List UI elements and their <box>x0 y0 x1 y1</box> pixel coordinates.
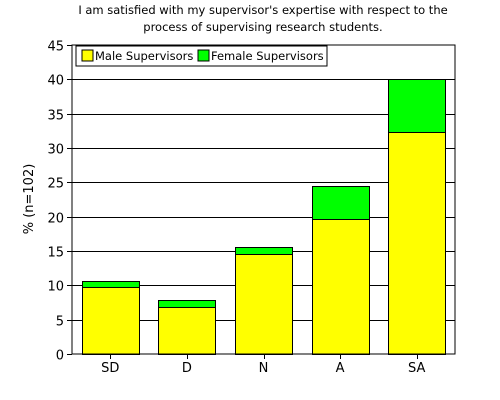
plot-area-frame <box>71 44 456 355</box>
y-axis-label: % (n=102) <box>22 164 37 235</box>
y-tick-label: 15 <box>47 246 64 261</box>
legend-label-male: Male Supervisors <box>95 49 193 63</box>
bar-sa-male <box>388 132 446 355</box>
legend-swatch-female <box>197 49 210 62</box>
bar-sd-male <box>82 287 140 355</box>
bar-d-male <box>158 307 216 355</box>
y-tick-label: 30 <box>47 143 64 158</box>
x-tick-label: SA <box>408 361 425 376</box>
y-tick-label: 25 <box>47 177 64 192</box>
x-axis: SD D N A SA <box>101 354 425 376</box>
bar-sa-female <box>388 79 446 133</box>
bar-n-male <box>235 254 293 355</box>
legend-label-female: Female Supervisors <box>211 49 324 63</box>
bar-a-female <box>312 186 370 220</box>
bar-a-male <box>312 219 370 355</box>
y-tick-label: 0 <box>56 349 64 364</box>
y-tick-label: 45 <box>47 40 64 55</box>
legend: Male Supervisors Female Supervisors <box>75 45 328 67</box>
y-tick-label: 5 <box>56 315 64 330</box>
chart-title-line-1: I am satisfied with my supervisor's expe… <box>78 3 447 17</box>
y-tick-label: 20 <box>47 212 64 227</box>
legend-swatch-male <box>81 49 94 62</box>
y-tick-label: 10 <box>47 280 64 295</box>
y-axis: 0 5 10 15 20 25 30 35 40 45 <box>47 40 72 364</box>
y-tick-label: 40 <box>47 74 64 89</box>
y-tick-label: 35 <box>47 109 64 124</box>
x-tick-label: D <box>182 361 192 376</box>
bar-d-female <box>158 300 216 308</box>
x-tick-label: A <box>336 361 345 376</box>
x-tick-label: N <box>259 361 269 376</box>
x-tick-label: SD <box>101 361 119 376</box>
chart-title-line-2: process of supervising research students… <box>143 20 382 34</box>
bar-sd-female <box>82 281 140 288</box>
bar-n-female <box>235 247 293 255</box>
